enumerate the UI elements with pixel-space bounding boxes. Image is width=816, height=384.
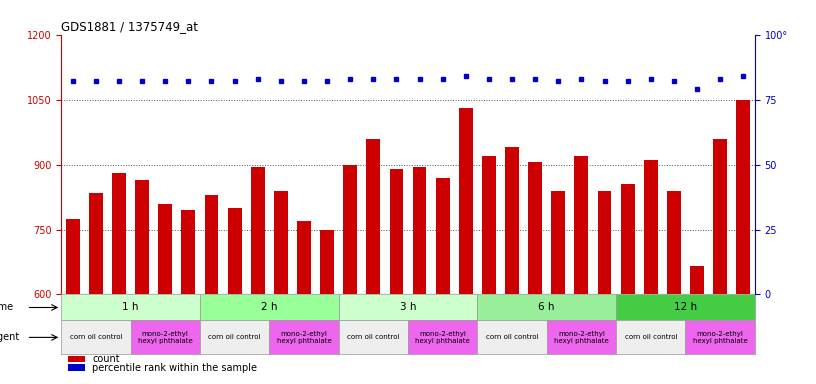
Bar bbox=[181, 210, 195, 384]
Bar bbox=[61, 295, 200, 321]
Bar bbox=[344, 164, 357, 384]
Bar bbox=[621, 184, 635, 384]
Bar bbox=[251, 167, 264, 384]
Text: corn oil control: corn oil control bbox=[347, 334, 400, 340]
Bar bbox=[339, 295, 477, 321]
Bar bbox=[408, 321, 477, 354]
Bar bbox=[685, 321, 755, 354]
Text: mono-2-ethyl
hexyl phthalate: mono-2-ethyl hexyl phthalate bbox=[138, 331, 193, 344]
Text: corn oil control: corn oil control bbox=[69, 334, 122, 340]
Text: count: count bbox=[92, 354, 120, 364]
Bar bbox=[366, 139, 380, 384]
Bar bbox=[477, 321, 547, 354]
Bar bbox=[158, 204, 172, 384]
Text: 1 h: 1 h bbox=[122, 303, 139, 313]
Bar bbox=[413, 167, 427, 384]
Bar bbox=[667, 190, 681, 384]
Bar bbox=[200, 321, 269, 354]
Bar bbox=[482, 156, 496, 384]
Text: mono-2-ethyl
hexyl phthalate: mono-2-ethyl hexyl phthalate bbox=[554, 331, 609, 344]
Bar bbox=[713, 139, 727, 384]
Bar bbox=[131, 321, 200, 354]
Bar bbox=[597, 190, 611, 384]
Text: corn oil control: corn oil control bbox=[208, 334, 261, 340]
Bar bbox=[274, 190, 288, 384]
Text: corn oil control: corn oil control bbox=[624, 334, 677, 340]
Bar bbox=[552, 190, 565, 384]
Text: percentile rank within the sample: percentile rank within the sample bbox=[92, 362, 257, 372]
Bar bbox=[736, 99, 750, 384]
Text: 6 h: 6 h bbox=[539, 303, 555, 313]
Bar bbox=[505, 147, 519, 384]
Text: GDS1881 / 1375749_at: GDS1881 / 1375749_at bbox=[61, 20, 198, 33]
Bar bbox=[459, 108, 472, 384]
Text: time: time bbox=[0, 303, 14, 313]
Bar bbox=[200, 295, 339, 321]
Bar bbox=[690, 266, 704, 384]
Bar bbox=[644, 160, 658, 384]
Bar bbox=[297, 221, 311, 384]
Text: agent: agent bbox=[0, 333, 20, 343]
Bar bbox=[89, 193, 103, 384]
Bar bbox=[228, 208, 242, 384]
Text: 12 h: 12 h bbox=[674, 303, 697, 313]
Bar bbox=[61, 321, 131, 354]
Bar bbox=[547, 321, 616, 354]
Bar bbox=[528, 162, 542, 384]
Bar bbox=[339, 321, 408, 354]
Text: mono-2-ethyl
hexyl phthalate: mono-2-ethyl hexyl phthalate bbox=[693, 331, 747, 344]
Bar bbox=[616, 295, 755, 321]
Text: 3 h: 3 h bbox=[400, 303, 416, 313]
Bar bbox=[68, 364, 86, 371]
Text: corn oil control: corn oil control bbox=[486, 334, 539, 340]
Bar bbox=[205, 195, 219, 384]
Bar bbox=[320, 230, 334, 384]
Bar bbox=[477, 295, 616, 321]
Bar bbox=[436, 177, 450, 384]
Bar bbox=[135, 180, 149, 384]
Bar bbox=[389, 169, 403, 384]
Bar bbox=[574, 156, 588, 384]
Bar bbox=[616, 321, 685, 354]
Bar bbox=[269, 321, 339, 354]
Bar bbox=[66, 218, 80, 384]
Text: mono-2-ethyl
hexyl phthalate: mono-2-ethyl hexyl phthalate bbox=[415, 331, 470, 344]
Text: mono-2-ethyl
hexyl phthalate: mono-2-ethyl hexyl phthalate bbox=[277, 331, 331, 344]
Bar bbox=[112, 173, 126, 384]
Text: 2 h: 2 h bbox=[261, 303, 277, 313]
Bar bbox=[68, 356, 86, 362]
